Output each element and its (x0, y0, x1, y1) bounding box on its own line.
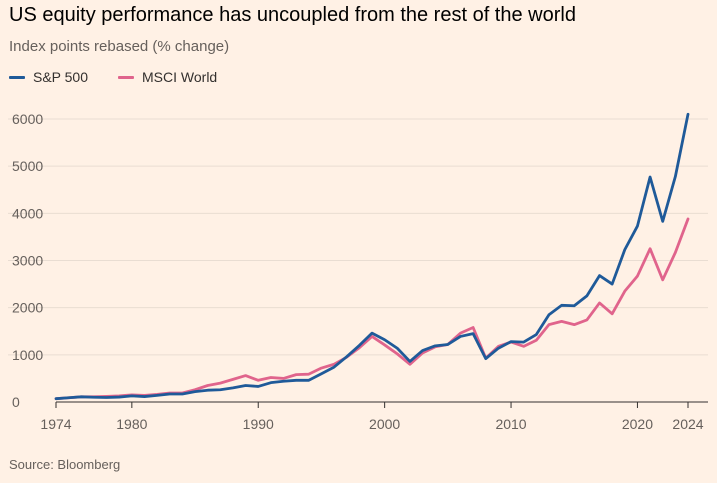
x-tick-label: 2010 (495, 416, 526, 432)
y-tick-label: 6000 (12, 111, 43, 127)
y-tick-label: 1000 (12, 347, 43, 363)
legend-label-sp500: S&P 500 (33, 69, 89, 85)
legend-swatch-msci-world (118, 75, 135, 79)
source-note: Source: Bloomberg (9, 457, 121, 472)
y-tick-label: 3000 (12, 253, 43, 269)
y-tick-label: 4000 (12, 205, 43, 221)
x-tick-label: 2020 (622, 416, 653, 432)
legend: S&P 500 MSCI World (9, 69, 247, 85)
legend-swatch-sp500 (9, 75, 25, 79)
y-tick-label: 5000 (12, 158, 43, 174)
x-tick-label: 2024 (672, 416, 703, 432)
x-tick-label: 1974 (40, 416, 71, 432)
legend-item-msci-world: MSCI World (118, 69, 217, 85)
chart-title: US equity performance has uncoupled from… (9, 4, 576, 26)
y-tick-label: 2000 (12, 300, 43, 316)
chart-subtitle: Index points rebased (% change) (9, 38, 230, 55)
legend-item-sp500: S&P 500 (9, 69, 88, 85)
x-tick-label: 1990 (243, 416, 274, 432)
x-tick-label: 1980 (116, 416, 147, 432)
x-tick-label: 2000 (369, 416, 400, 432)
y-tick-label: 0 (12, 394, 20, 410)
series-line-sp500 (54, 112, 690, 401)
series-line-msci-world (54, 217, 690, 401)
legend-label-msci-world: MSCI World (142, 69, 218, 85)
